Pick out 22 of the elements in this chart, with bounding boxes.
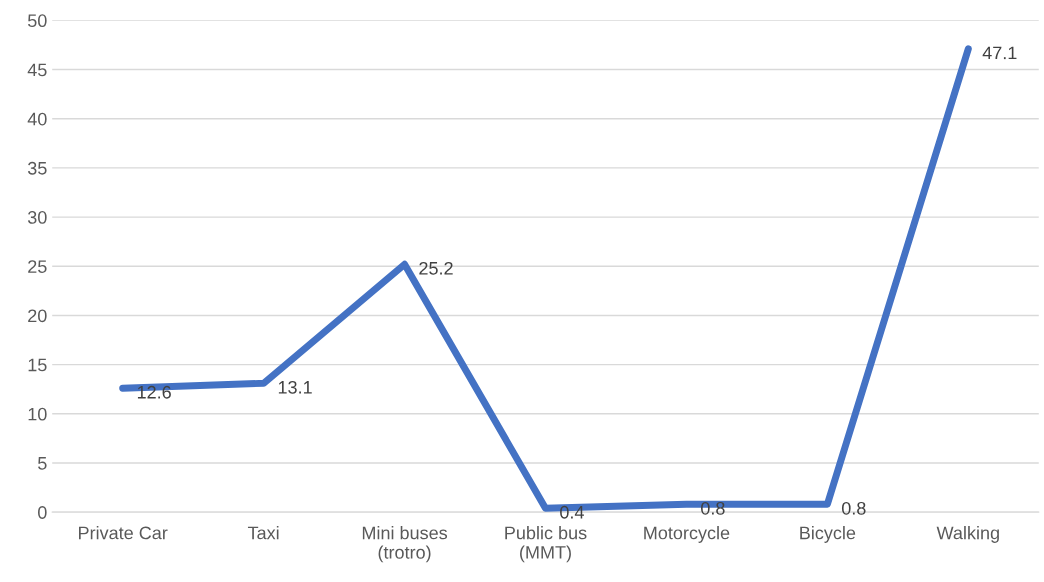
x-tick-label: Walking: [936, 526, 999, 543]
x-tick-label: Mini buses (trotro): [362, 526, 448, 563]
y-tick-label: 15: [28, 358, 47, 372]
y-tick-label: 30: [27, 211, 47, 224]
data-label: 47.1: [982, 46, 1017, 60]
x-tick-label: Bicycle: [800, 526, 856, 543]
y-tick-label: 50: [27, 14, 47, 28]
x-tick-label: Public bus (MMT): [505, 526, 587, 563]
x-tick-label: Taxi: [247, 526, 279, 540]
y-tick-label: 5: [38, 457, 47, 470]
y-tick-label: 10: [28, 407, 47, 421]
y-tick-label: 25: [28, 260, 47, 273]
data-label: 25.2: [419, 261, 453, 275]
x-tick-label: Private Car: [79, 526, 168, 540]
x-tick-label: Motorcycle: [644, 526, 730, 543]
y-tick-label: 35: [27, 161, 47, 175]
data-label: 13.1: [278, 380, 312, 394]
data-label: 0.8: [841, 501, 866, 515]
y-tick-label: 40: [27, 112, 47, 126]
y-tick-label: 45: [27, 63, 47, 77]
y-tick-label: 20: [28, 309, 47, 323]
y-tick-label: 0: [38, 506, 47, 519]
